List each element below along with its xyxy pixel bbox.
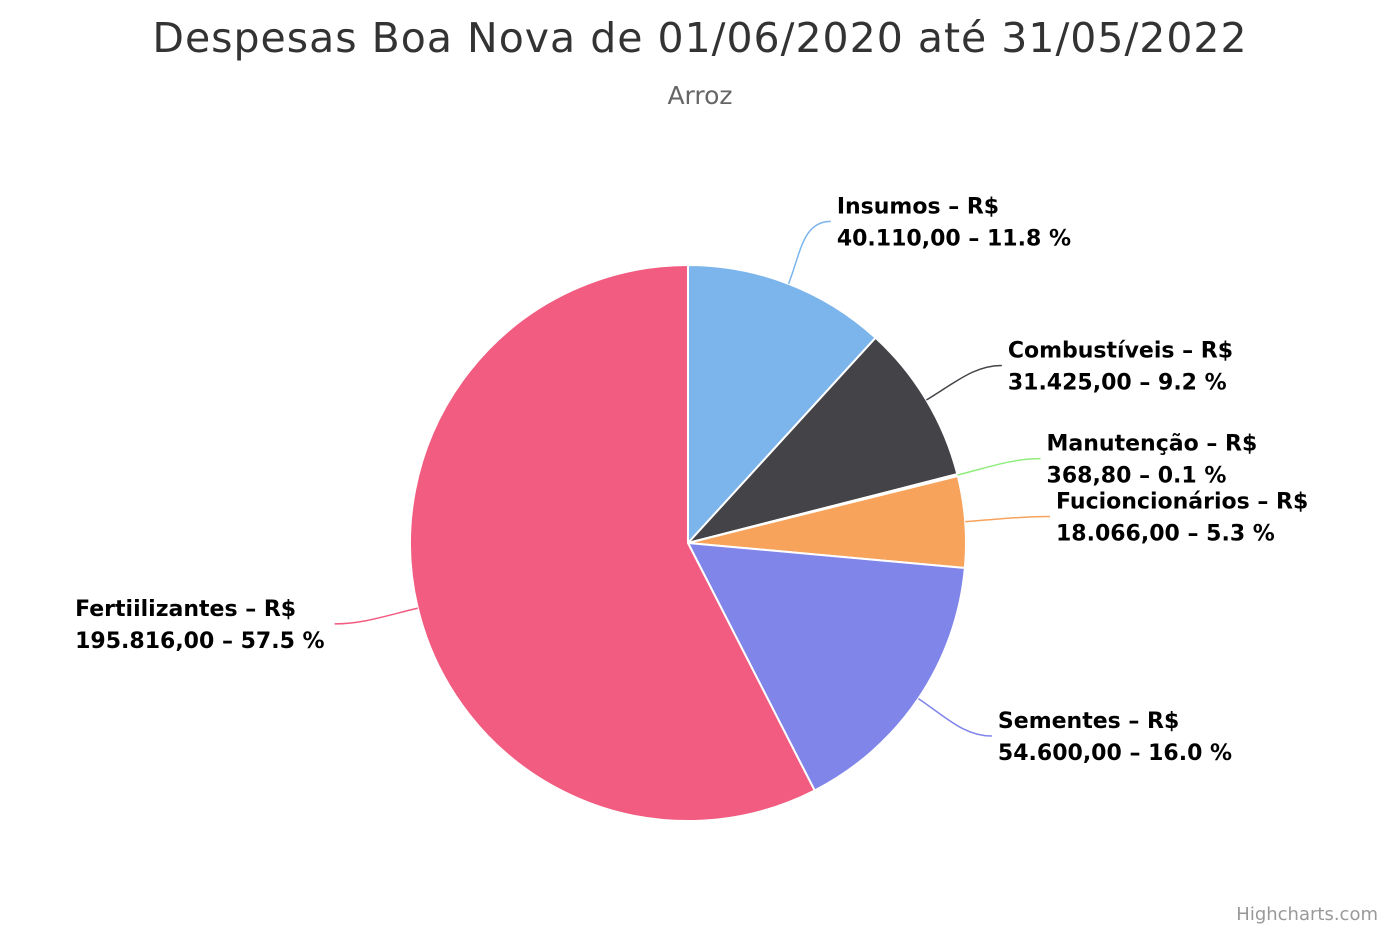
label-value-fucioncionarios: 18.066,00 – 5.3 % [1056, 522, 1275, 547]
connector-combustiveis [926, 364, 1002, 401]
connector-fertiilizantes [334, 607, 418, 625]
pie-slice-sementes[interactable] [687, 542, 966, 792]
connector-manutencao [957, 457, 1041, 476]
data-label-fertiilizantes: Fertiilizantes – R$ 195.816,00 – 57.5 % [75, 597, 324, 654]
label-value-manutencao: 368,80 – 0.1 % [1047, 464, 1227, 489]
label-name-insumos: Insumos – R$ [837, 194, 999, 219]
connector-insumos [787, 220, 831, 285]
label-value-fertiilizantes: 195.816,00 – 57.5 % [75, 629, 324, 654]
pie-slice-insumos[interactable] [687, 264, 877, 544]
data-label-sementes: Sementes – R$ 54.600,00 – 16.0 % [998, 709, 1232, 766]
label-value-sementes: 54.600,00 – 16.0 % [998, 741, 1232, 766]
data-label-insumos: Insumos – R$ 40.110,00 – 11.8 % [837, 194, 1071, 251]
data-label-combustiveis: Combustíveis – R$ 31.425,00 – 9.2 % [1008, 339, 1233, 396]
pie-slice-fertiilizantes[interactable] [409, 264, 816, 822]
pie-slice-combustiveis[interactable] [687, 336, 959, 544]
label-name-combustiveis: Combustíveis – R$ [1008, 339, 1233, 364]
credits-link[interactable]: Highcharts.com [1236, 904, 1378, 925]
connector-sementes [917, 697, 992, 737]
connector-fucioncionarios [965, 515, 1050, 523]
label-name-fucioncionarios: Fucioncionários – R$ [1056, 490, 1308, 515]
data-label-manutencao: Manutenção – R$ 368,80 – 0.1 % [1047, 432, 1258, 489]
pie-slices [409, 264, 967, 822]
chart-subtitle: Arroz [667, 81, 733, 110]
label-name-sementes: Sementes – R$ [998, 709, 1179, 734]
label-connectors [334, 220, 1050, 737]
chart-title: Despesas Boa Nova de 01/06/2020 até 31/0… [152, 14, 1248, 62]
label-value-insumos: 40.110,00 – 11.8 % [837, 226, 1071, 251]
label-value-combustiveis: 31.425,00 – 9.2 % [1008, 371, 1227, 396]
label-name-manutencao: Manutenção – R$ [1047, 432, 1258, 457]
data-label-fucioncionarios: Fucioncionários – R$ 18.066,00 – 5.3 % [1056, 490, 1308, 547]
label-name-fertiilizantes: Fertiilizantes – R$ [75, 597, 296, 622]
data-labels: Insumos – R$ 40.110,00 – 11.8 % Combustíve… [75, 194, 1308, 766]
